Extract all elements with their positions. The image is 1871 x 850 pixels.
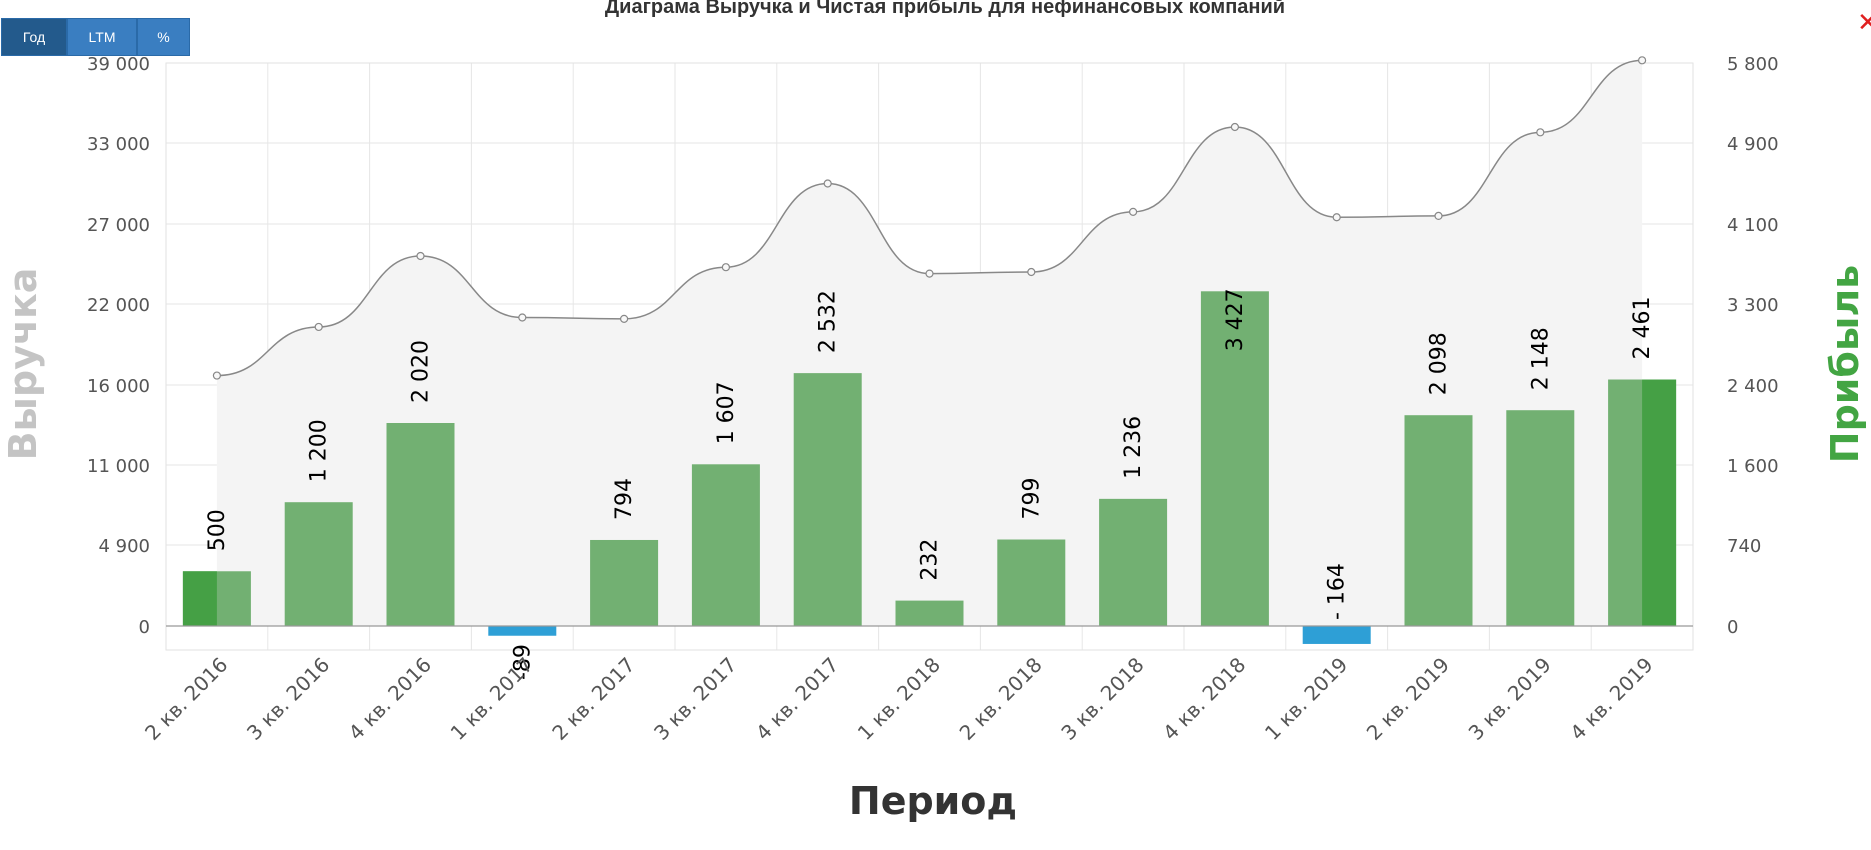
left-tick-label: 0: [139, 617, 150, 638]
left-tick-label: 11 000: [87, 456, 150, 477]
revenue-point: [1332, 213, 1341, 222]
revenue-point: [1536, 128, 1545, 137]
right-tick-label: 2 400: [1727, 376, 1779, 397]
x-tick-label: 3 кв. 2017: [649, 653, 741, 745]
profit-bar: [793, 373, 862, 626]
revenue-point: [518, 313, 527, 322]
x-tick-label: 1 кв. 2019: [1260, 653, 1352, 745]
x-tick-label: 3 кв. 2016: [242, 653, 334, 745]
chart-title: Диаграма Выручка и Чистая прибыль для не…: [604, 0, 1286, 18]
right-tick-label: 3 300: [1727, 295, 1779, 316]
bar-data-label: 2 461: [1630, 297, 1655, 360]
profit-bar: [284, 502, 353, 626]
right-tick-label: 4 900: [1727, 134, 1779, 155]
ltm-button[interactable]: LTM: [67, 18, 137, 56]
profit-bar: [386, 423, 455, 626]
revenue-point: [416, 251, 425, 261]
x-tick-label: 2 кв. 2018: [955, 653, 1047, 745]
right-tick-label: 5 800: [1727, 54, 1779, 75]
bar-data-label: 2 098: [1427, 332, 1452, 395]
x-tick-label: 3 кв. 2018: [1056, 653, 1148, 745]
profit-bar: [997, 539, 1066, 626]
bar-data-label: 2 148: [1528, 327, 1553, 390]
x-tick-label: 4 кв. 2019: [1565, 653, 1657, 745]
profit-bar: [1404, 415, 1473, 626]
year-button[interactable]: Год: [1, 18, 67, 56]
right-axis-title: Прибыль: [1823, 265, 1867, 463]
left-tick-label: 22 000: [87, 295, 150, 316]
right-tick-label: 1 600: [1727, 456, 1779, 477]
profit-bar: [1200, 291, 1269, 626]
right-tick-label: 740: [1727, 536, 1761, 557]
revenue-point: [721, 263, 731, 272]
bar-data-label: 232: [918, 539, 943, 581]
profit-bar: [590, 539, 659, 626]
right-tick-label: 4 100: [1727, 215, 1779, 236]
x-tick-label: 1 кв. 2017: [446, 653, 538, 745]
profit-bar-accent: [1642, 379, 1677, 626]
period-toggle-group: Год LTM %: [1, 18, 190, 56]
bar-data-label: 2 532: [816, 290, 841, 353]
left-tick-label: 33 000: [87, 134, 150, 155]
profit-bar: [488, 626, 557, 636]
x-tick-label: 4 кв. 2016: [344, 653, 436, 745]
bar-data-label: -89: [510, 644, 535, 680]
close-icon[interactable]: ✕: [1857, 8, 1871, 38]
revenue-point: [1230, 122, 1240, 132]
bar-data-label: - 164: [1325, 563, 1350, 620]
bar-data-label: 1 200: [307, 419, 332, 482]
revenue-point: [1637, 56, 1647, 65]
bar-data-label: 2 020: [409, 340, 434, 403]
bar-data-label: 3 427: [1223, 288, 1248, 351]
revenue-point: [1434, 211, 1443, 220]
revenue-point: [212, 371, 221, 380]
left-tick-label: 27 000: [87, 215, 150, 236]
bar-data-label: 500: [205, 509, 230, 551]
revenue-point: [314, 322, 323, 332]
left-tick-label: 16 000: [87, 376, 150, 397]
x-tick-label: 2 кв. 2019: [1362, 653, 1454, 745]
revenue-point: [1128, 207, 1138, 216]
profit-bar: [1099, 498, 1168, 626]
x-tick-label: 4 кв. 2018: [1158, 653, 1250, 745]
percent-button[interactable]: %: [137, 18, 190, 56]
left-tick-label: 4 900: [98, 536, 150, 557]
bar-data-label: 1 607: [714, 381, 739, 444]
revenue-point: [925, 269, 934, 278]
profit-bar: [691, 464, 760, 626]
bar-data-label: 1 236: [1121, 416, 1146, 479]
x-tick-label: 3 кв. 2019: [1464, 653, 1556, 745]
plot-border: [165, 62, 1694, 651]
revenue-point: [1027, 267, 1036, 277]
left-axis-title: Выручка: [1, 268, 45, 461]
bar-data-label: 794: [612, 478, 637, 520]
profit-bar: [1506, 410, 1575, 626]
revenue-area: [216, 60, 1643, 627]
x-tick-label: 2 кв. 2016: [140, 653, 232, 745]
x-tick-label: 4 кв. 2017: [751, 653, 843, 745]
revenue-point: [619, 314, 629, 323]
right-tick-label: 0: [1727, 617, 1738, 638]
revenue-point: [823, 179, 832, 188]
profit-bar-accent: [182, 571, 217, 626]
left-tick-label: 39 000: [87, 54, 150, 75]
profit-bar: [1302, 626, 1371, 644]
x-tick-label: 1 кв. 2018: [853, 653, 945, 745]
profit-bar: [895, 600, 964, 626]
bar-data-label: 799: [1019, 478, 1044, 520]
x-tick-label: 2 кв. 2017: [547, 653, 639, 745]
x-axis-title: Период: [849, 779, 1017, 823]
